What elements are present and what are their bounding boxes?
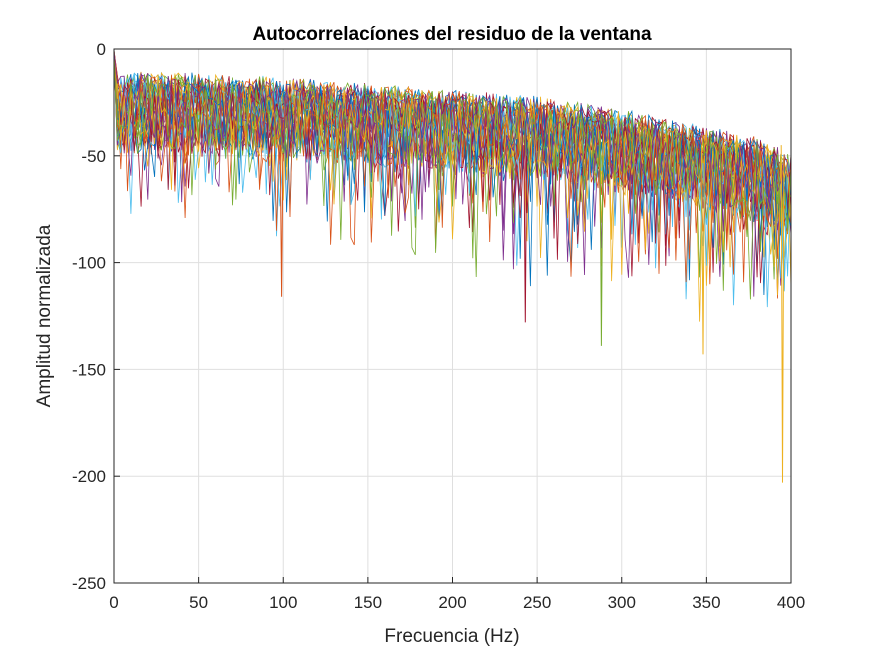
series-group	[113, 49, 792, 483]
chart-title: Autocorrelacíones del residuo de la vent…	[252, 24, 652, 45]
x-axis-label: Frecuencia (Hz)	[384, 626, 519, 647]
notable-dip	[279, 145, 284, 297]
x-tick-label: 250	[523, 593, 551, 612]
x-tick-label: 100	[269, 593, 297, 612]
notable-dip	[523, 145, 528, 323]
series-line	[113, 52, 792, 256]
notable-dip	[599, 145, 604, 346]
y-tick-label: -250	[72, 574, 106, 593]
x-tick-label: 50	[189, 593, 208, 612]
x-tick-label: 350	[692, 593, 720, 612]
y-axis-label: Amplitud normalizada	[34, 224, 55, 407]
notable-dip	[701, 145, 705, 355]
y-tick-label: -150	[72, 360, 106, 379]
notable-dip	[780, 145, 785, 483]
x-tick-label: 150	[354, 593, 382, 612]
x-tick-label: 400	[777, 593, 805, 612]
x-tick-label: 0	[109, 593, 118, 612]
x-tick-label: 200	[438, 593, 466, 612]
ticks	[113, 48, 792, 584]
y-tick-label: 0	[97, 40, 106, 59]
y-tick-label: -100	[72, 254, 106, 273]
series-line	[113, 57, 792, 277]
y-tick-label: -50	[81, 147, 106, 166]
x-tick-labels: 0 50 100 150 200 250 300 350 400	[109, 593, 805, 612]
series-line	[113, 54, 792, 300]
series-line	[113, 50, 792, 297]
y-tick-label: -200	[72, 467, 106, 486]
x-tick-label: 300	[608, 593, 636, 612]
y-tick-labels: 0 -50 -100 -150 -200 -250	[72, 40, 106, 593]
